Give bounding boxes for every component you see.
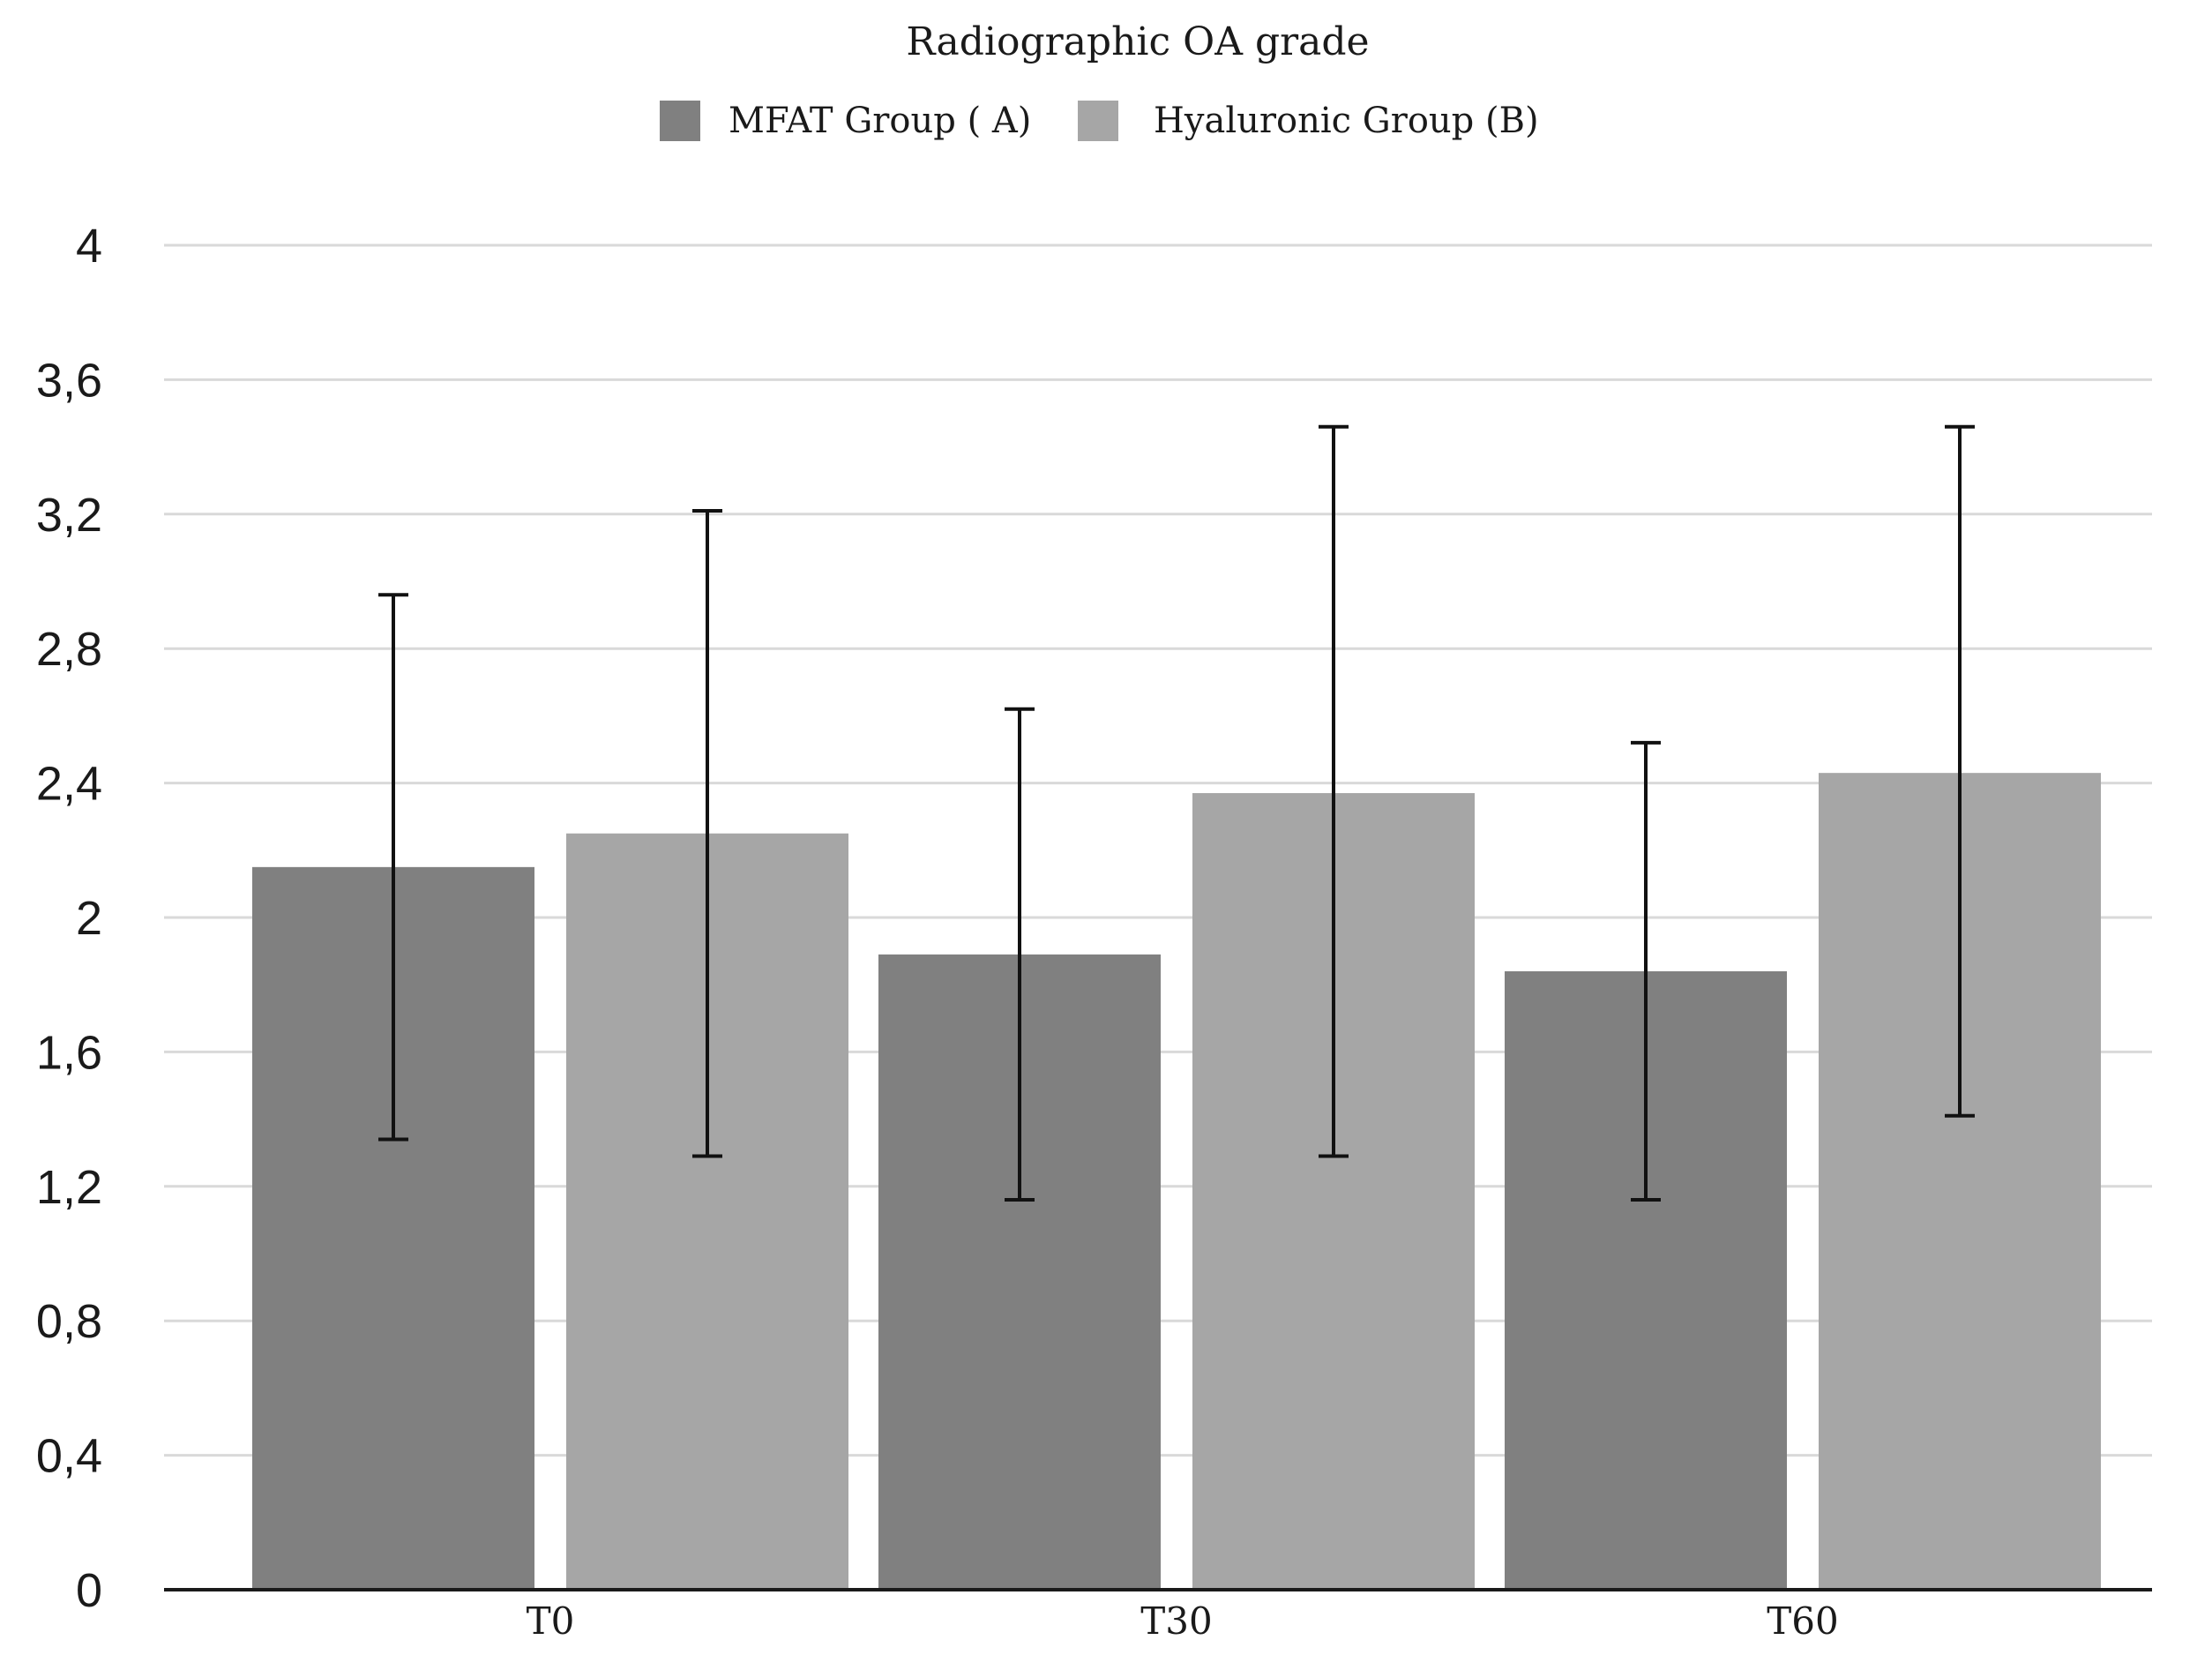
error-bars [378,424,1975,1202]
error-bar-hyaluronic-t0 [692,508,722,1158]
legend-label-hyaluronic: Hyaluronic Group (B) [1154,101,1539,141]
error-bar-mfat-t60 [1631,740,1661,1202]
legend-swatch-mfat [660,101,700,141]
legend: MFAT Group ( A) Hyaluronic Group (B) [660,101,1539,141]
x-tick-label: T30 [1140,1599,1212,1643]
y-tick-label: 2,8 [36,623,102,676]
y-tick-label: 0,8 [36,1295,102,1348]
x-axis-ticks: T0 T30 T60 [527,1599,1839,1643]
y-axis-ticks: 0 0,4 0,8 1,2 1,6 2 2,4 2,8 3,2 3,6 4 [36,220,102,1617]
y-tick-label: 0,4 [36,1430,102,1483]
bars [252,773,2101,1590]
y-tick-label: 2,4 [36,758,102,811]
error-bar-hyaluronic-t30 [1319,424,1349,1158]
y-tick-label: 0 [76,1564,102,1617]
y-tick-label: 4 [76,220,102,273]
error-bar-mfat-t0 [378,593,408,1142]
legend-swatch-hyaluronic [1078,101,1118,141]
y-tick-label: 3,6 [36,354,102,407]
error-bar-mfat-t30 [1005,707,1035,1202]
y-tick-label: 3,2 [36,489,102,542]
x-tick-label: T60 [1767,1599,1838,1643]
y-tick-label: 1,2 [36,1161,102,1214]
y-tick-label: 1,6 [36,1026,102,1079]
y-tick-label: 2 [76,892,102,945]
legend-label-mfat: MFAT Group ( A) [729,101,1031,141]
x-tick-label: T0 [527,1599,575,1643]
chart-title: Radiographic OA grade [906,19,1369,64]
error-bar-hyaluronic-t60 [1945,424,1975,1118]
